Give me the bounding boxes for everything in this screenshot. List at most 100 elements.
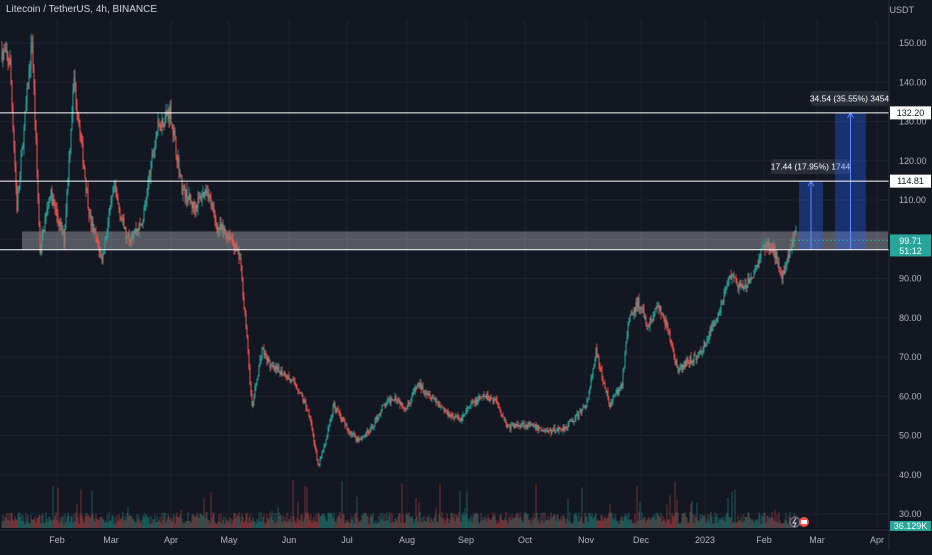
volume-bar bbox=[712, 523, 714, 528]
candle-body bbox=[514, 423, 516, 428]
volume-bar bbox=[327, 513, 329, 528]
price-tag bbox=[890, 174, 931, 188]
volume-bar bbox=[60, 520, 62, 528]
candle-body bbox=[87, 189, 89, 209]
candle-body bbox=[619, 387, 621, 389]
volume-bar bbox=[206, 512, 208, 528]
candle-body bbox=[715, 322, 717, 325]
volume-bar bbox=[403, 522, 405, 528]
candle-body bbox=[411, 396, 413, 399]
candle-body bbox=[400, 402, 402, 406]
volume-bar bbox=[366, 516, 368, 528]
volume-bar bbox=[450, 512, 452, 528]
volume-bar bbox=[639, 501, 641, 528]
candle-body bbox=[687, 359, 689, 363]
candle-body bbox=[17, 192, 19, 212]
volume-bar bbox=[514, 517, 516, 528]
candle-body bbox=[54, 203, 56, 210]
candle-body bbox=[636, 302, 638, 308]
candle-body bbox=[525, 424, 527, 427]
support-zone[interactable] bbox=[22, 231, 888, 250]
symbol-title[interactable]: Litecoin / TetherUS, 4h, BINANCE bbox=[6, 4, 157, 15]
volume-bar bbox=[117, 521, 119, 528]
candle-body bbox=[639, 307, 641, 309]
candle-body bbox=[537, 425, 539, 431]
candle-body bbox=[483, 393, 485, 397]
candle-body bbox=[129, 239, 131, 242]
volume-bar bbox=[717, 522, 719, 528]
volume-bar bbox=[531, 517, 533, 528]
candle-body bbox=[592, 369, 594, 376]
candle-body bbox=[677, 366, 679, 374]
candle-body bbox=[771, 247, 773, 250]
volume-bar bbox=[416, 516, 418, 528]
candle-body bbox=[725, 289, 727, 292]
volume-bar bbox=[784, 519, 786, 528]
volume-bar bbox=[167, 513, 169, 528]
volume-bar bbox=[224, 523, 226, 528]
candle-body bbox=[661, 313, 663, 315]
indicator-icons[interactable] bbox=[789, 516, 809, 528]
candle-body bbox=[21, 147, 23, 157]
candle-body bbox=[550, 428, 552, 434]
candle-body bbox=[134, 228, 136, 233]
time-tick-label: Feb bbox=[49, 535, 65, 545]
candle-body bbox=[203, 192, 205, 197]
volume-bar bbox=[285, 521, 287, 528]
volume-bar bbox=[178, 517, 180, 528]
candle-body bbox=[176, 154, 178, 163]
candle-body bbox=[271, 365, 273, 367]
candle-body bbox=[57, 215, 59, 222]
candle-body bbox=[319, 458, 321, 466]
volume-bar bbox=[19, 516, 21, 528]
candle-body bbox=[214, 212, 216, 220]
candle-body bbox=[80, 137, 82, 140]
candle-body bbox=[459, 418, 461, 420]
volume-bar bbox=[736, 523, 738, 528]
volume-bar bbox=[454, 521, 456, 528]
volume-bar bbox=[550, 512, 552, 528]
volume-bar bbox=[81, 514, 83, 528]
candle-body bbox=[576, 413, 578, 415]
volume-bar bbox=[551, 517, 553, 528]
volume-bar bbox=[361, 515, 363, 528]
horizontal-lines[interactable] bbox=[0, 112, 889, 251]
candle-body bbox=[623, 367, 625, 372]
candle-body bbox=[531, 423, 533, 426]
candle-body bbox=[320, 456, 322, 459]
candle-body bbox=[175, 136, 177, 155]
volume-bar bbox=[530, 523, 532, 528]
candle-body bbox=[540, 427, 542, 431]
volume-bar bbox=[421, 517, 423, 528]
candle-body bbox=[145, 199, 147, 204]
candle-body bbox=[755, 267, 757, 270]
candle-body bbox=[188, 193, 190, 200]
volume-bar bbox=[502, 520, 504, 528]
volume-bar bbox=[593, 517, 595, 528]
volume-bar bbox=[628, 512, 630, 528]
measure-label-box bbox=[771, 159, 850, 175]
volume-bar bbox=[54, 516, 56, 528]
time-tick-label: Nov bbox=[578, 535, 595, 545]
volume-bar bbox=[305, 513, 307, 528]
current-price-label: 99.71 bbox=[899, 236, 922, 246]
volume-bar bbox=[600, 514, 602, 528]
candle-body bbox=[28, 69, 30, 89]
candle-body bbox=[671, 342, 673, 346]
candle-body bbox=[605, 388, 607, 393]
candle-body bbox=[263, 348, 265, 356]
candle-body bbox=[690, 356, 692, 364]
volume-bar bbox=[572, 523, 574, 528]
candle-body bbox=[75, 83, 77, 102]
volume-bar bbox=[316, 521, 318, 528]
price-axis[interactable]: 30.0040.0050.0060.0070.0080.0090.00100.0… bbox=[888, 0, 932, 550]
volume-bar bbox=[722, 520, 724, 528]
candle-body bbox=[641, 307, 643, 309]
candle-body bbox=[756, 265, 758, 268]
time-axis[interactable]: Feb Mar Apr May Jun Jul Aug Sep Oct Nov Dec 2023 Feb… bbox=[0, 529, 932, 545]
candle-body bbox=[604, 383, 606, 389]
volume-bar bbox=[284, 517, 286, 528]
